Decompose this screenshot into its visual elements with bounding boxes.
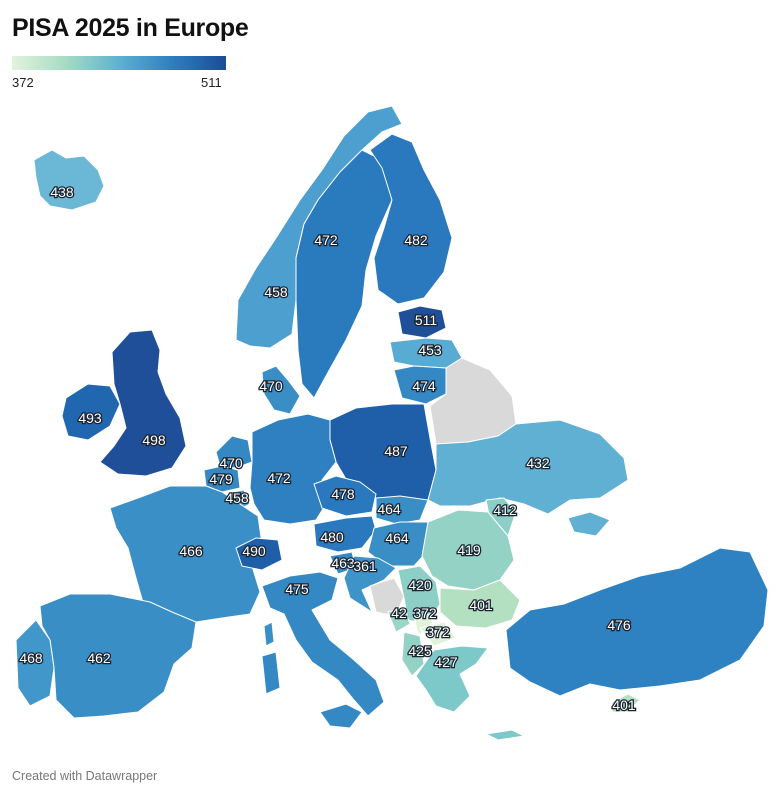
region-crimea[interactable] — [567, 511, 611, 537]
label-serbia: 420 — [408, 577, 432, 593]
country-greece[interactable] — [415, 645, 489, 713]
region-corsica[interactable] — [263, 621, 275, 647]
region-sicily[interactable] — [319, 703, 363, 729]
label-spain: 462 — [87, 650, 111, 666]
country-montenegro[interactable] — [387, 607, 411, 633]
label-lithuania: 474 — [412, 378, 436, 394]
label-montenegro: 42 — [391, 605, 407, 621]
country-finland[interactable] — [369, 133, 453, 305]
country-bulgaria[interactable] — [439, 579, 521, 629]
label-austria: 480 — [320, 529, 344, 545]
country-norway[interactable] — [235, 105, 403, 349]
label-ukraine: 432 — [526, 455, 550, 471]
page-title: PISA 2025 in Europe — [12, 14, 249, 42]
label-italy: 475 — [285, 581, 309, 597]
country-portugal[interactable] — [15, 619, 55, 707]
label-czechia: 478 — [331, 486, 355, 502]
label-denmark: 470 — [259, 378, 283, 394]
label-portugal: 468 — [19, 650, 43, 666]
label-moldova: 412 — [493, 502, 517, 518]
label-slovakia: 464 — [377, 501, 401, 517]
legend-min-label: 372 — [12, 75, 34, 90]
label-poland: 487 — [384, 443, 408, 459]
label-switzerland: 490 — [242, 543, 266, 559]
country-north-macedonia[interactable] — [419, 621, 457, 647]
country-cyprus[interactable] — [611, 693, 641, 713]
label-greece: 427 — [434, 654, 458, 670]
country-serbia[interactable] — [397, 565, 441, 625]
label-hungary: 464 — [385, 530, 409, 546]
label-finland: 482 — [404, 232, 428, 248]
country-switzerland[interactable] — [235, 537, 283, 571]
country-slovakia[interactable] — [375, 495, 429, 525]
country-turkey[interactable] — [505, 547, 769, 697]
label-estonia: 511 — [415, 312, 438, 328]
country-denmark[interactable] — [261, 365, 301, 415]
label-norway: 458 — [264, 284, 288, 300]
label-luxembourg: 458 — [225, 490, 249, 506]
country-ireland[interactable] — [61, 383, 121, 441]
label-ireland: 493 — [78, 410, 102, 426]
country-estonia[interactable] — [397, 305, 447, 339]
country-ukraine[interactable] — [427, 419, 629, 515]
label-iceland: 438 — [50, 184, 74, 200]
country-croatia[interactable] — [343, 555, 397, 613]
legend-max-label: 511 — [201, 75, 222, 90]
label-romania: 419 — [457, 542, 481, 558]
label-belgium: 479 — [209, 471, 233, 487]
label-albania: 425 — [408, 643, 432, 659]
label-croatia: 361 — [353, 558, 377, 574]
label-france: 466 — [179, 543, 203, 559]
country-sweden[interactable] — [295, 149, 393, 399]
country-uk[interactable] — [99, 329, 187, 477]
label-netherlands: 470 — [219, 455, 243, 471]
label-slovenia: 463 — [331, 555, 355, 571]
label-north-macedonia: 372 — [426, 624, 450, 640]
footer-credit: Created with Datawrapper — [12, 769, 158, 783]
label-germany: 472 — [267, 470, 291, 486]
country-czechia[interactable] — [313, 475, 377, 517]
region-crete[interactable] — [485, 729, 525, 741]
label-latvia: 453 — [418, 342, 442, 358]
country-albania[interactable] — [401, 631, 425, 677]
color-legend-bar — [12, 56, 226, 70]
country-italy[interactable] — [261, 571, 385, 717]
label-turkey: 476 — [607, 617, 631, 633]
label-uk: 498 — [142, 432, 166, 448]
label-bulgaria: 401 — [469, 597, 493, 613]
region-sardinia[interactable] — [261, 651, 281, 695]
label-cyprus: 401 — [612, 697, 636, 713]
country-bosnia[interactable] — [369, 577, 405, 617]
country-austria[interactable] — [313, 515, 377, 553]
country-france[interactable] — [109, 485, 263, 623]
label-sweden: 472 — [314, 232, 338, 248]
label-kosovo: 372 — [413, 605, 437, 621]
country-iceland[interactable] — [33, 149, 105, 211]
country-spain[interactable] — [39, 593, 197, 719]
